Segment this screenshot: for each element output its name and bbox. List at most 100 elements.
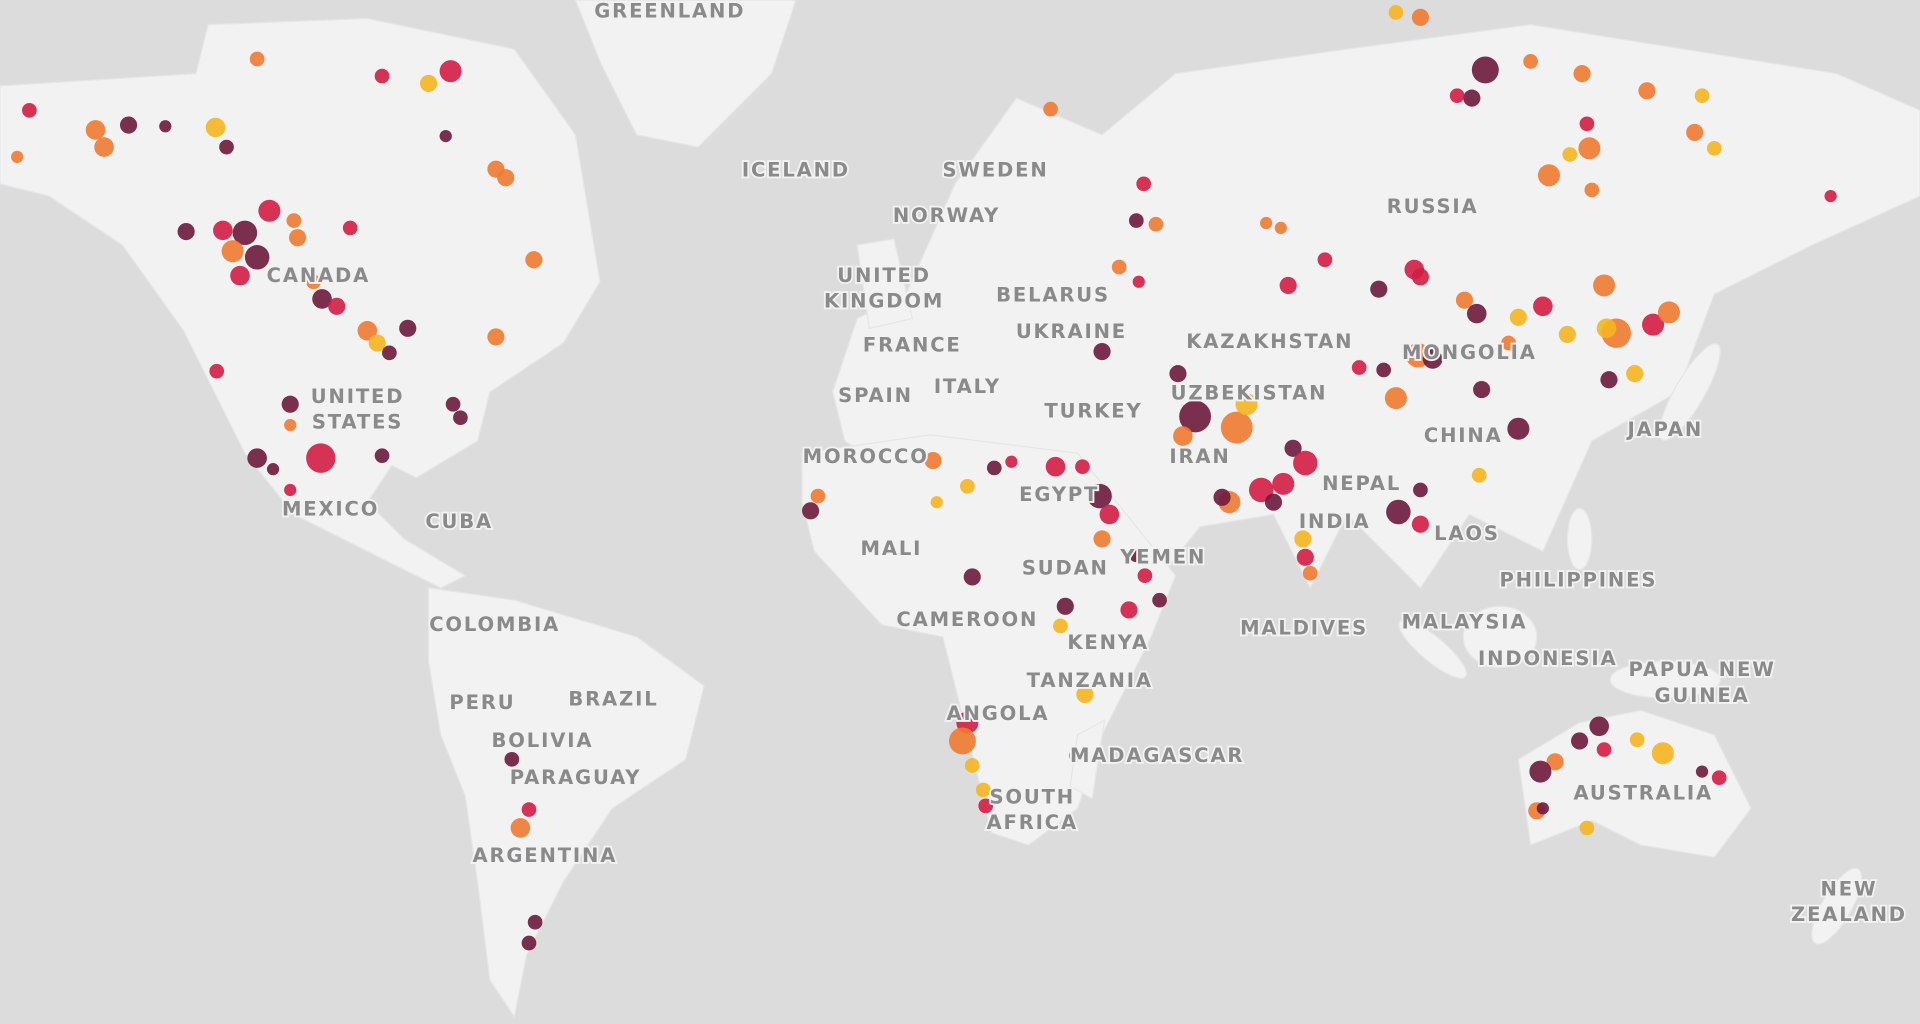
country-label: AUSTRALIA: [1573, 782, 1713, 805]
incident-dot: [1317, 252, 1333, 268]
incident-dot: [1279, 276, 1297, 295]
country-label: NEPAL: [1322, 472, 1401, 495]
country-label: INDONESIA: [1478, 647, 1617, 670]
country-label: PARAGUAY: [510, 766, 641, 789]
incident-dot: [810, 488, 826, 504]
incident-dot: [1501, 335, 1516, 351]
incident-dot: [1068, 749, 1082, 762]
country-label: MEXICO: [282, 498, 379, 521]
country-label: PERU: [449, 691, 515, 714]
country-label: NORWAY: [893, 204, 1000, 227]
country-label: SOUTH: [989, 785, 1075, 808]
incident-dot: [281, 395, 299, 413]
incident-dot: [221, 240, 244, 263]
country-label: MADAGASCAR: [1070, 744, 1244, 767]
incident-dot: [1220, 411, 1253, 444]
incident-dot: [1272, 472, 1295, 495]
incident-dot: [247, 448, 267, 468]
country-label: SUDAN: [1022, 556, 1109, 579]
incident-dot: [960, 478, 975, 494]
country-label: MALAYSIA: [1402, 610, 1528, 633]
country-label: UNITED: [311, 385, 405, 408]
incident-dot: [1128, 213, 1144, 228]
incident-dot: [1449, 88, 1465, 104]
incident-dot: [1626, 365, 1644, 383]
incident-dot: [177, 223, 195, 241]
greenland: [574, 0, 797, 148]
incident-dot: [527, 914, 543, 930]
country-label: CANADA: [267, 264, 370, 287]
incident-dot: [219, 139, 234, 155]
country-label: MALI: [861, 537, 923, 560]
incident-dot: [1422, 349, 1443, 369]
country-label: ARGENTINA: [473, 844, 618, 867]
incident-dot: [159, 120, 172, 133]
incident-dot: [1056, 597, 1074, 615]
incident-dot: [1132, 275, 1145, 288]
incident-dot: [249, 51, 265, 67]
country-label: RUSSIA: [1387, 195, 1479, 218]
incident-dot: [1411, 268, 1429, 286]
incident-dot: [1466, 303, 1487, 324]
incident-dot: [1075, 459, 1090, 475]
incident-dot: [1642, 313, 1665, 336]
country-label: SWEDEN: [942, 158, 1048, 181]
incident-dot: [368, 334, 386, 352]
incident-dot: [975, 782, 991, 798]
japan: [1658, 343, 1721, 441]
country-label: KENYA: [1067, 631, 1149, 654]
country-label: MONGOLIA: [1402, 341, 1537, 364]
incident-dot: [1235, 393, 1258, 416]
country-label: PHILIPPINES: [1499, 569, 1657, 592]
country-label: CUBA: [425, 510, 493, 533]
north-america: [0, 17, 601, 589]
country-label: CHINA: [1424, 424, 1503, 447]
incident-dot: [357, 320, 378, 341]
incident-dot: [374, 68, 390, 84]
incident-dot: [328, 297, 346, 315]
incident-dot: [521, 802, 537, 817]
incident-dot: [22, 103, 37, 118]
incident-dot: [1593, 274, 1616, 297]
incident-dot: [1533, 296, 1553, 317]
country-label: MOROCCO: [803, 445, 929, 468]
incident-dot: [445, 396, 461, 412]
incident-dot: [487, 328, 505, 346]
incident-dot: [1213, 488, 1231, 506]
incident-dot: [1537, 164, 1560, 187]
incident-dot: [205, 117, 226, 138]
incident-dot: [342, 220, 358, 236]
incident-dot: [1120, 601, 1138, 619]
incident-dot: [286, 213, 302, 228]
incident-dot: [1686, 123, 1704, 141]
incident-dot: [1596, 318, 1617, 339]
south-america: [427, 587, 705, 1019]
incident-dot: [244, 245, 270, 270]
country-label: BRAZIL: [568, 687, 658, 710]
incident-dot: [420, 74, 438, 92]
incident-dot: [85, 120, 106, 140]
incident-dot: [964, 758, 980, 773]
incident-dot: [1638, 82, 1656, 100]
incident-dot: [1169, 365, 1187, 383]
incident-dot: [1136, 176, 1152, 192]
sumatra: [1398, 619, 1468, 679]
country-label: MALDIVES: [1240, 616, 1368, 639]
country-label: UZBEKISTAN: [1171, 381, 1328, 404]
incident-dot: [1137, 568, 1153, 584]
incident-dot: [1579, 820, 1595, 836]
incident-dot: [374, 448, 390, 464]
incident-dot: [1386, 499, 1411, 525]
incident-dot: [1562, 147, 1578, 162]
incident-dot: [986, 460, 1002, 476]
country-label: UNITED: [837, 264, 931, 287]
incident-dot: [120, 116, 138, 134]
incident-dot: [1600, 371, 1618, 389]
country-label: BELARUS: [996, 283, 1110, 306]
incident-dot: [978, 798, 994, 814]
incident-dot: [1578, 137, 1601, 160]
incident-dot: [1087, 483, 1112, 509]
incident-dot: [963, 568, 981, 586]
incident-dot: [924, 452, 942, 470]
